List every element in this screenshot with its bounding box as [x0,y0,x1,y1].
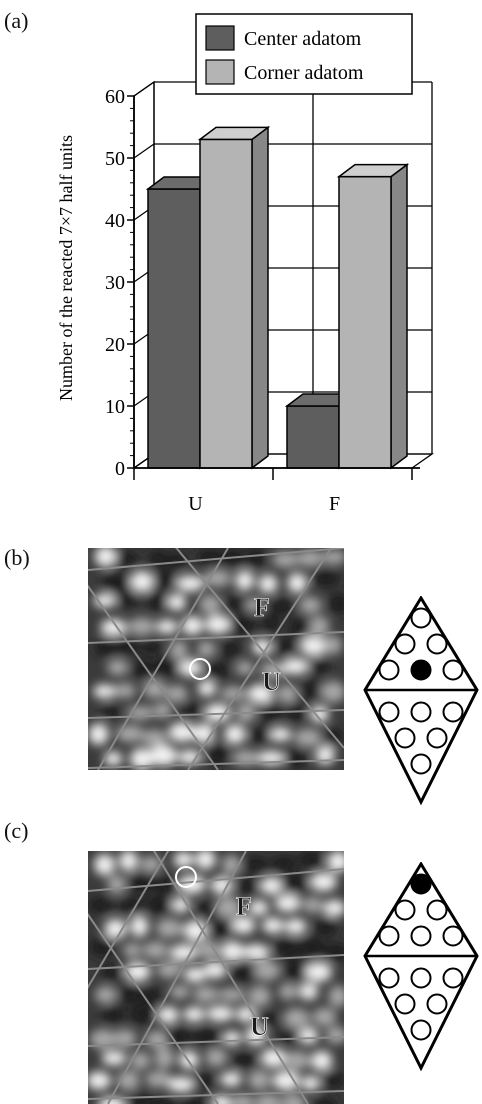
panel-a-label: (a) [4,8,29,33]
diagram-c-adatom-5 [442,925,464,947]
reacted-adatom-circle-c [175,866,197,888]
diagram-b-adatom-2 [426,633,448,655]
chart-bars [145,125,410,470]
y-tick-label-30: 30 [105,272,125,294]
stm-label-u-c: U [250,1012,269,1041]
chart-legend: Center adatom Corner adatom [195,13,413,95]
diagram-c-adatom-0 [410,873,432,895]
diagram-b-adatom-11 [410,753,432,775]
diagram-c-adatom-6 [378,967,400,989]
panel-b-label: (b) [4,545,30,570]
diagram-b-adatom-0 [410,607,432,629]
diagram-c-adatom-3 [378,925,400,947]
legend-label-0: Center adatom [244,28,362,50]
stm-label-u-b: U [262,667,281,696]
stm-image-b: F U [88,548,344,770]
diagram-b-adatom-7 [410,701,432,723]
bar-F-corner-adatom [336,163,410,470]
diagram-b-adatom-3 [378,659,400,681]
diagram-b-adatom-4 [410,659,432,681]
y-tick-label-0: 0 [115,458,125,480]
wall-connector-50 [133,143,155,159]
diagram-c-adatom-4 [410,925,432,947]
stm-grid-lines-b [88,548,344,770]
stm-grid-lines-c [88,851,344,1104]
x-tick-label-U: U [188,493,203,515]
diagram-b-adatom-9 [394,727,416,749]
y-tick-label-20: 20 [105,334,125,356]
bar-chart: 0 10 20 30 40 50 60 U F Center adatom Corner adat… [56,13,435,515]
diagram-c-adatom-7 [410,967,432,989]
diagram-c-adatom-1 [394,899,416,921]
unit-cell-diagram-b [363,596,479,806]
legend-label-1: Corner adatom [244,62,364,84]
x-tick-label-F: F [329,493,340,515]
diagram-c-adatom-10 [426,993,448,1015]
unit-cell-diagram-c [363,862,479,1072]
bar-U-corner-adatom [197,125,271,470]
y-tick-label-40: 40 [105,210,125,232]
stm-image-c: F U [88,851,344,1104]
diagram-c-adatom-9 [394,993,416,1015]
diagram-b-adatom-10 [426,727,448,749]
diagram-b-adatom-5 [442,659,464,681]
reacted-adatom-circle-b [189,658,211,680]
y-tick-label-10: 10 [105,396,125,418]
diagram-c-adatom-2 [426,899,448,921]
y-tick-label-50: 50 [105,148,125,170]
diagram-b-adatom-1 [394,633,416,655]
diagram-c-adatom-8 [442,967,464,989]
y-tick-label-60: 60 [105,86,125,108]
y-axis-label: Number of the reacted 7×7 half units [56,135,76,401]
stm-label-f-b: F [254,593,270,622]
chart-axes: 0 10 20 30 40 50 60 U F [105,86,420,515]
diagram-c-adatom-11 [410,1019,432,1041]
wall-connector-60 [133,81,155,97]
diagram-b-adatom-8 [442,701,464,723]
legend-swatch-0 [205,25,235,51]
panel-c-label: (c) [4,818,29,843]
diagram-b-adatom-6 [378,701,400,723]
stm-label-f-c: F [236,892,252,921]
legend-swatch-1 [205,59,235,85]
